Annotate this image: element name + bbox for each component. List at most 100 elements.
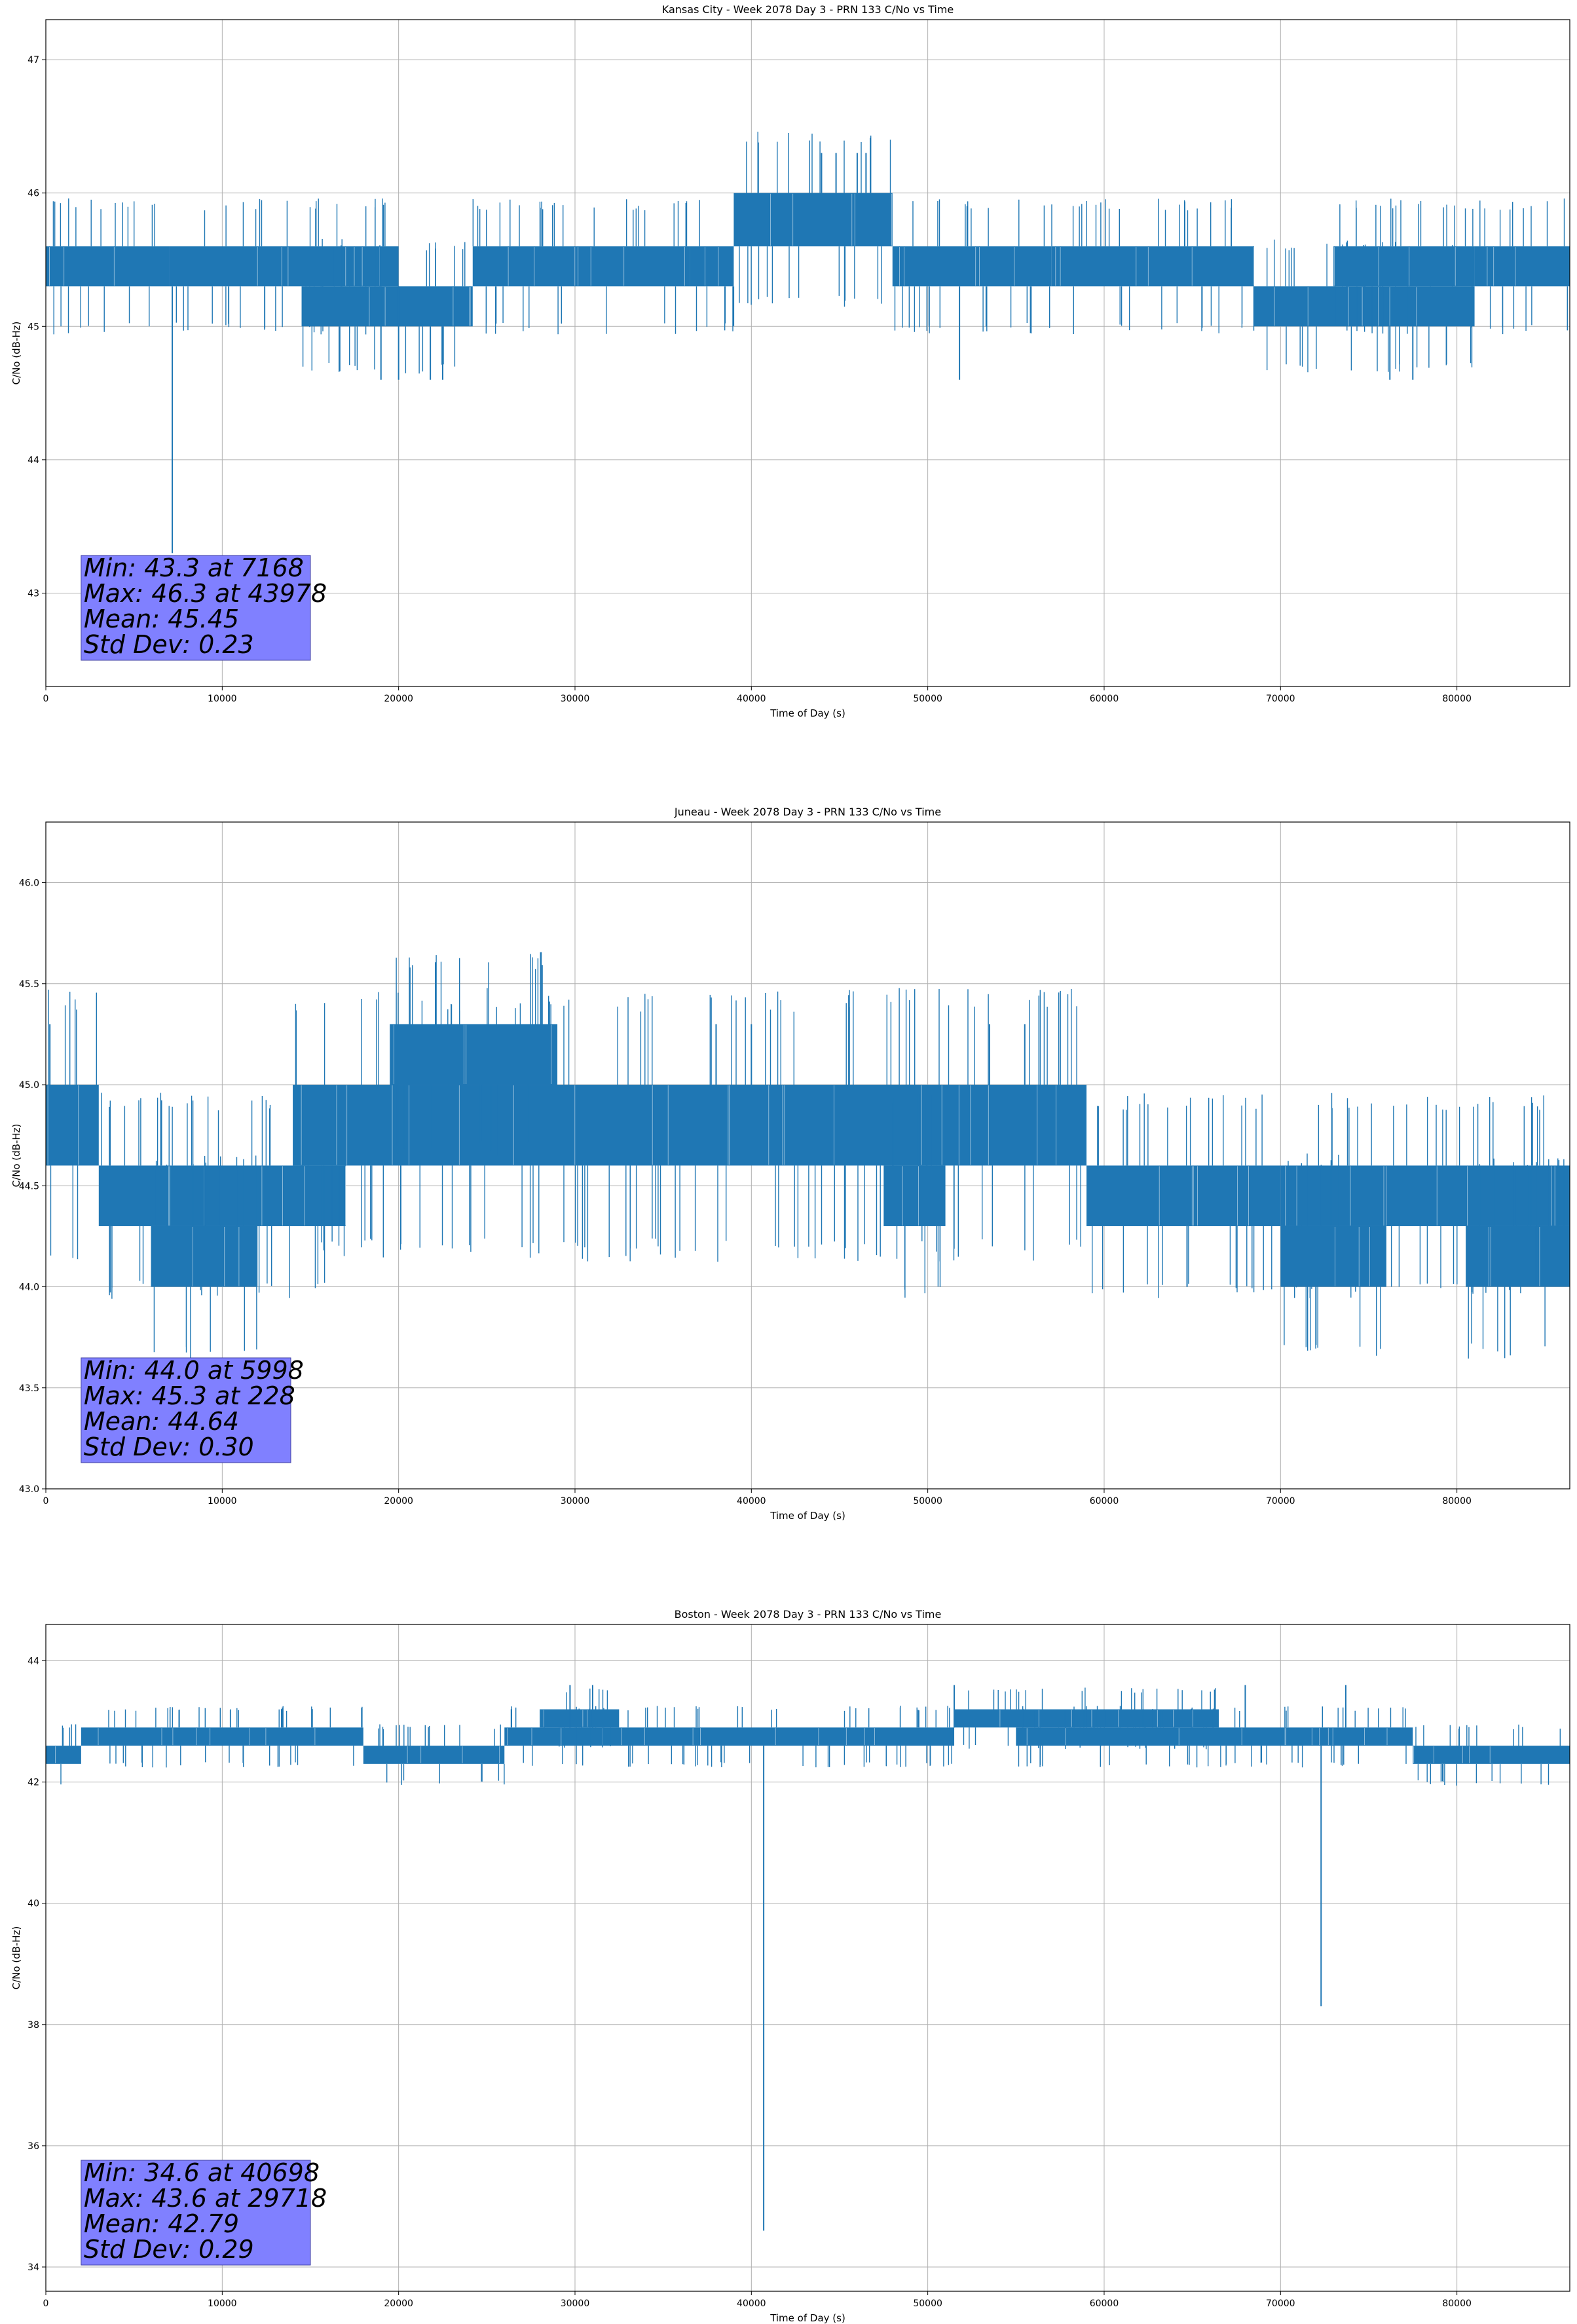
- y-tick-label: 47: [28, 55, 39, 66]
- series-transitions: [60, 1724, 77, 1785]
- series-gaps: [705, 247, 719, 286]
- stats-line: Max: 43.6 at 29718: [84, 2184, 327, 2213]
- series-band: [1474, 246, 1570, 287]
- y-tick-label: 44: [28, 1657, 39, 1667]
- y-tick-label: 40: [28, 1899, 39, 1909]
- x-tick-label: 20000: [384, 694, 413, 704]
- y-tick-label: 42: [28, 1778, 39, 1788]
- y-axis-label: C/No (dB-Hz): [10, 1124, 22, 1188]
- series-gaps: [1026, 1728, 1388, 1746]
- x-tick-label: 0: [43, 1496, 49, 1507]
- chart-title: Juneau - Week 2078 Day 3 - PRN 133 C/No …: [674, 806, 941, 818]
- series-transitions: [1092, 1093, 1272, 1298]
- stats-line: Mean: 42.79: [84, 2209, 239, 2238]
- series-gaps: [394, 1024, 552, 1084]
- series-band: [98, 1165, 346, 1226]
- x-tick-label: 60000: [1090, 1496, 1119, 1507]
- y-tick-label: 43.0: [19, 1484, 39, 1495]
- chart-panel: Juneau - Week 2078 Day 3 - PRN 133 C/No …: [10, 806, 1570, 1522]
- series-band: [46, 1746, 81, 1764]
- plot-frame: [45, 1624, 1570, 2292]
- series-transitions: [894, 199, 1050, 333]
- series-transitions: [52, 198, 155, 335]
- stats-box: [81, 2160, 311, 2266]
- series-band: [1333, 246, 1475, 287]
- series-band: [1280, 1165, 1570, 1226]
- stats-line: Min: 44.0 at 5998: [84, 1356, 304, 1385]
- y-tick-label: 44: [28, 455, 39, 466]
- series-band: [472, 246, 690, 287]
- x-tick-label: 70000: [1266, 694, 1295, 704]
- series-gaps: [1055, 247, 1254, 286]
- x-axis-label: Time of Day (s): [770, 2312, 845, 2324]
- x-tick-label: 30000: [561, 694, 590, 704]
- series-transitions: [510, 1706, 952, 1768]
- series-band: [1413, 1746, 1570, 1764]
- series-band: [883, 1165, 946, 1226]
- stats-box: [81, 1357, 291, 1463]
- series-gaps: [902, 1166, 919, 1226]
- plot-frame: [45, 19, 1570, 687]
- y-tick-label: 45.5: [19, 979, 39, 990]
- x-tick-label: 50000: [913, 2298, 942, 2309]
- series-band: [169, 246, 399, 287]
- series-gaps: [47, 1085, 79, 1165]
- series-gaps: [369, 287, 471, 326]
- series-transitions: [153, 1155, 257, 1360]
- x-tick-label: 60000: [1090, 2298, 1119, 2309]
- series-gaps: [1487, 247, 1516, 286]
- y-axis-label: C/No (dB-Hz): [10, 322, 22, 385]
- y-tick-label: 45.0: [19, 1080, 39, 1091]
- series-transitions: [396, 952, 543, 1156]
- series-band: [540, 1709, 620, 1728]
- series-line: [46, 952, 1570, 1360]
- series-transitions: [1335, 198, 1474, 334]
- stats-line: Std Dev: 0.29: [84, 2235, 254, 2264]
- series-band: [390, 1024, 558, 1085]
- y-tick-label: 45: [28, 322, 39, 332]
- series-gaps: [508, 247, 685, 286]
- series-gaps: [1274, 287, 1417, 326]
- series-gaps: [301, 1085, 1056, 1165]
- series-gaps: [98, 1728, 316, 1746]
- series-band: [293, 1085, 1087, 1166]
- series-gaps: [193, 1227, 240, 1286]
- stats-box: [81, 555, 311, 661]
- x-tick-label: 50000: [913, 1496, 942, 1507]
- series-transitions: [739, 132, 891, 307]
- x-tick-label: 20000: [384, 2298, 413, 2309]
- series-band: [690, 246, 734, 287]
- series-band: [81, 1727, 363, 1746]
- x-tick-label: 0: [43, 2298, 49, 2309]
- series-transitions: [696, 200, 735, 331]
- x-tick-label: 10000: [208, 1496, 237, 1507]
- series-band: [363, 1746, 505, 1764]
- series-gaps: [899, 247, 1015, 286]
- series-band: [46, 1085, 99, 1166]
- series-gaps: [1413, 1746, 1491, 1763]
- x-tick-label: 40000: [737, 2298, 766, 2309]
- series-band: [1280, 1226, 1386, 1287]
- series-transitions: [1415, 1724, 1561, 1786]
- series-gaps: [168, 1166, 346, 1226]
- x-axis-label: Time of Day (s): [770, 707, 845, 719]
- series-gaps: [770, 193, 892, 246]
- y-axis-label: C/No (dB-Hz): [10, 1926, 22, 1990]
- series-transitions: [1479, 198, 1568, 335]
- series-gaps: [1333, 247, 1456, 286]
- series-transitions: [48, 989, 97, 1260]
- y-tick-label: 38: [28, 2020, 39, 2031]
- stats-line: Min: 43.3 at 7168: [84, 553, 304, 582]
- series-band: [892, 246, 1052, 287]
- series-gaps: [1285, 1166, 1555, 1226]
- chart-panel: Kansas City - Week 2078 Day 3 - PRN 133 …: [10, 3, 1570, 719]
- x-tick-label: 80000: [1442, 1496, 1472, 1507]
- series-transitions: [1283, 1153, 1381, 1356]
- series-line: [46, 1685, 1570, 2231]
- series-band: [1466, 1226, 1570, 1287]
- series-transitions: [378, 1724, 505, 1785]
- stats-line: Std Dev: 0.23: [84, 630, 254, 659]
- series-transitions: [1468, 1158, 1565, 1359]
- x-tick-label: 40000: [737, 694, 766, 704]
- series-transitions: [1051, 198, 1255, 334]
